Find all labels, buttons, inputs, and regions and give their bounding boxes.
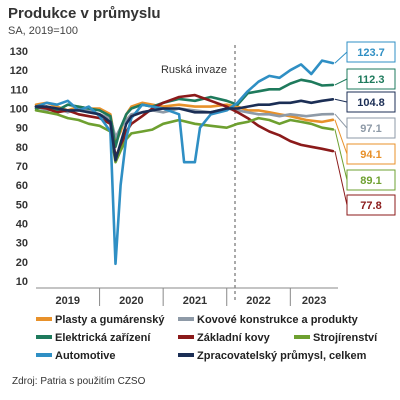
source-note: Zdroj: Patria s použitím CZSO	[12, 376, 146, 387]
legend-label: Kovové konstrukce a produkty	[197, 314, 358, 326]
y-tick-label: 70	[16, 161, 28, 173]
end-label-connector	[334, 150, 348, 206]
legend-swatch	[36, 335, 52, 340]
series-line	[34, 109, 335, 164]
legend-label: Plasty a gumárenský	[55, 314, 165, 326]
legend-label: Strojírenství	[313, 332, 378, 344]
legend-swatch	[36, 317, 52, 322]
x-tick-label: 2023	[302, 295, 326, 307]
y-tick-label: 90	[16, 123, 28, 135]
legend-item: Zpracovatelský průmysl, celkem	[178, 350, 366, 362]
legend-item: Základní kovy	[178, 332, 270, 344]
series-line	[34, 59, 335, 266]
end-value-label: 94.1	[360, 149, 381, 161]
y-tick-label: 50	[16, 199, 28, 211]
end-label-box	[346, 117, 396, 139]
end-label-connector	[334, 113, 348, 129]
legend-item: Automotive	[36, 350, 116, 362]
y-tick-label: 130	[10, 46, 28, 58]
end-label-connector	[334, 78, 348, 86]
y-tick-label: 30	[16, 238, 28, 250]
end-value-label: 89.1	[360, 175, 381, 187]
annotation-label: Ruská invaze	[161, 64, 227, 76]
end-label-box	[346, 41, 396, 63]
x-tick-label: 2021	[183, 295, 207, 307]
x-tick-label: 2019	[56, 295, 80, 307]
end-label-box	[346, 91, 396, 113]
end-label-box	[346, 68, 396, 90]
legend-item: Plasty a gumárenský	[36, 314, 164, 326]
end-label-box	[346, 143, 396, 165]
legend-label: Základní kovy	[197, 332, 270, 344]
y-tick-label: 100	[10, 104, 28, 116]
end-value-label: 104.8	[357, 97, 385, 109]
y-tick-group: 10 20 30 40 50 60 70 80 90 100 110 120 130 Ruská inva…	[10, 45, 236, 300]
x-axis: 2019 2020 2021 2022 2023	[36, 287, 338, 307]
legend-item: Kovové konstrukce a produkty	[178, 314, 358, 326]
x-tick-label: 2022	[246, 295, 270, 307]
legend-swatch	[178, 335, 194, 340]
legend-swatch	[294, 335, 310, 340]
y-tick-label: 60	[16, 180, 28, 192]
end-value-label: 77.8	[360, 200, 381, 212]
end-value-label: 123.7	[357, 47, 385, 59]
end-label-group: 94.1 97.1 112.3 77.8 89.1 123.7 104.8	[334, 41, 396, 216]
end-label-connector	[334, 98, 348, 103]
series-group	[34, 59, 335, 266]
end-label-box	[346, 194, 396, 216]
end-label-connector	[334, 119, 348, 155]
y-tick-label: 10	[16, 276, 28, 288]
end-label-box	[346, 169, 396, 191]
end-label-connector	[334, 129, 348, 181]
end-value-label: 97.1	[360, 123, 381, 135]
y-tick-label: 120	[10, 65, 28, 77]
y-tick-label: 80	[16, 142, 28, 154]
legend-label: Zpracovatelský průmysl, celkem	[197, 350, 367, 362]
chart-subtitle: SA, 2019=100	[8, 25, 79, 37]
legend-label: Automotive	[55, 350, 116, 362]
y-tick-label: 20	[16, 257, 28, 269]
x-tick-label: 2020	[119, 295, 143, 307]
y-tick-label: 110	[10, 84, 28, 96]
legend-label: Elektrická zařízení	[55, 332, 151, 344]
legend-item: Elektrická zařízení	[36, 332, 150, 344]
series-line	[34, 93, 335, 158]
legend-swatch	[178, 353, 194, 358]
series-line	[34, 98, 335, 162]
line-chart: 10 20 30 40 50 60 70 80 90 100 110 120 130 Ruská inva…	[10, 41, 396, 307]
end-label-connector	[334, 51, 348, 64]
series-line	[34, 78, 335, 149]
legend-swatch	[178, 317, 194, 322]
end-value-label: 112.3	[358, 74, 385, 86]
y-tick-label: 40	[16, 219, 28, 231]
chart-title: Produkce v průmyslu	[8, 5, 161, 22]
legend-item: Strojírenství	[294, 332, 377, 344]
legend-swatch	[36, 353, 52, 358]
